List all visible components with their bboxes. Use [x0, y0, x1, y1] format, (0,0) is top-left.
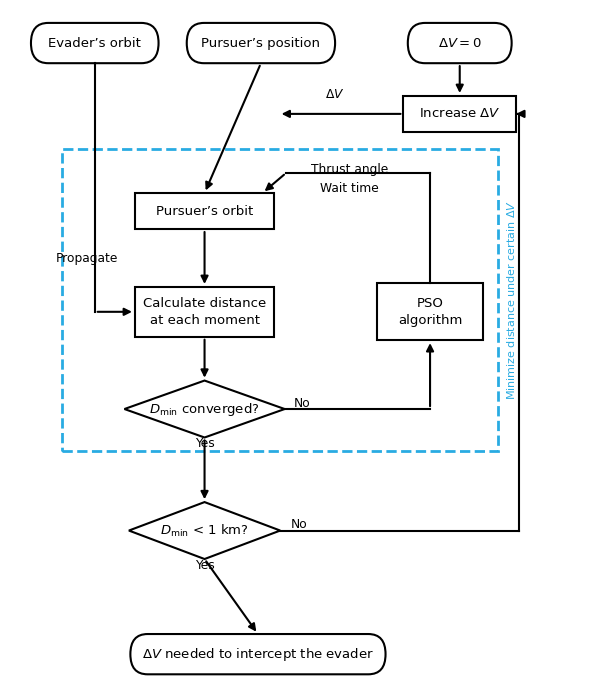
Text: Increase $\Delta V$: Increase $\Delta V$	[419, 107, 500, 120]
Text: $D_{\min}$ converged?: $D_{\min}$ converged?	[149, 400, 260, 417]
FancyBboxPatch shape	[31, 23, 159, 63]
Text: Calculate distance
at each moment: Calculate distance at each moment	[143, 297, 266, 327]
FancyBboxPatch shape	[187, 23, 335, 63]
Text: Minimize distance under certain $\Delta V$: Minimize distance under certain $\Delta …	[506, 199, 518, 400]
Text: No: No	[294, 397, 310, 410]
Polygon shape	[125, 381, 285, 438]
Text: No: No	[291, 519, 307, 531]
Text: $\Delta V = 0$: $\Delta V = 0$	[438, 36, 482, 50]
FancyBboxPatch shape	[408, 23, 512, 63]
Text: Evader’s orbit: Evader’s orbit	[49, 36, 141, 50]
Text: $\Delta V$ needed to intercept the evader: $\Delta V$ needed to intercept the evade…	[142, 645, 374, 663]
Text: Yes: Yes	[195, 437, 214, 449]
Text: $D_{\min}$ < 1 km?: $D_{\min}$ < 1 km?	[160, 522, 249, 538]
FancyBboxPatch shape	[377, 284, 483, 340]
Text: $\Delta V$: $\Delta V$	[325, 88, 345, 102]
Text: Yes: Yes	[195, 559, 214, 572]
FancyBboxPatch shape	[131, 634, 386, 674]
FancyBboxPatch shape	[135, 287, 274, 337]
Text: Pursuer’s orbit: Pursuer’s orbit	[156, 204, 253, 218]
Text: Thrust angle: Thrust angle	[311, 163, 389, 176]
Text: PSO
algorithm: PSO algorithm	[398, 297, 462, 327]
Text: Pursuer’s position: Pursuer’s position	[201, 36, 320, 50]
Text: Wait time: Wait time	[320, 182, 379, 195]
Text: Propagate: Propagate	[56, 252, 119, 265]
FancyBboxPatch shape	[403, 96, 516, 132]
Polygon shape	[129, 502, 280, 559]
FancyBboxPatch shape	[135, 193, 274, 229]
